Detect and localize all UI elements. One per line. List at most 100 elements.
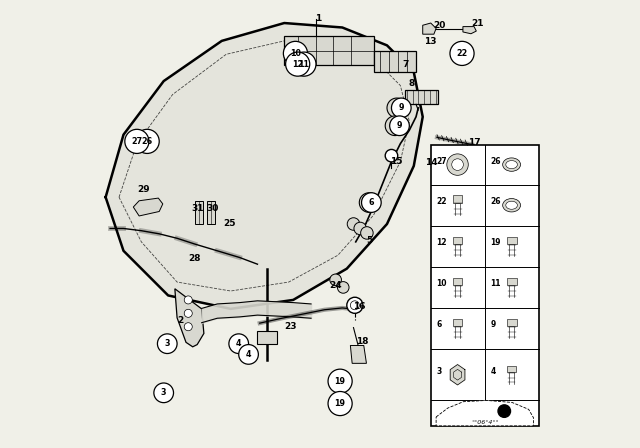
Polygon shape bbox=[133, 198, 163, 216]
Circle shape bbox=[392, 98, 411, 118]
Text: 19: 19 bbox=[335, 377, 346, 386]
FancyBboxPatch shape bbox=[452, 237, 463, 244]
FancyBboxPatch shape bbox=[195, 201, 202, 224]
Text: 24: 24 bbox=[330, 281, 342, 290]
Circle shape bbox=[284, 41, 307, 65]
Text: 29: 29 bbox=[137, 185, 150, 194]
Text: 10: 10 bbox=[290, 49, 301, 58]
Text: 26: 26 bbox=[491, 197, 501, 206]
Circle shape bbox=[157, 334, 177, 353]
Text: 17: 17 bbox=[468, 138, 481, 147]
FancyBboxPatch shape bbox=[452, 195, 463, 202]
Circle shape bbox=[354, 222, 367, 235]
Circle shape bbox=[328, 369, 352, 393]
Text: 6: 6 bbox=[436, 320, 442, 329]
Text: 22: 22 bbox=[456, 49, 468, 58]
Circle shape bbox=[361, 227, 373, 239]
Circle shape bbox=[347, 297, 363, 313]
FancyBboxPatch shape bbox=[257, 331, 277, 344]
Text: 2: 2 bbox=[177, 315, 184, 324]
Text: 20: 20 bbox=[433, 21, 446, 30]
Text: 26: 26 bbox=[141, 137, 153, 146]
Circle shape bbox=[452, 159, 463, 170]
Text: 27: 27 bbox=[131, 137, 143, 146]
Circle shape bbox=[330, 274, 341, 286]
Circle shape bbox=[337, 282, 349, 293]
FancyBboxPatch shape bbox=[284, 36, 374, 65]
Text: 19: 19 bbox=[335, 399, 346, 408]
Text: 8: 8 bbox=[409, 79, 415, 88]
Text: 3: 3 bbox=[164, 339, 170, 348]
FancyBboxPatch shape bbox=[507, 237, 516, 244]
Ellipse shape bbox=[506, 160, 517, 168]
Circle shape bbox=[498, 405, 511, 418]
FancyBboxPatch shape bbox=[507, 319, 516, 326]
Text: 13: 13 bbox=[424, 37, 437, 46]
Circle shape bbox=[292, 52, 316, 76]
Text: 4: 4 bbox=[246, 350, 252, 359]
Circle shape bbox=[184, 296, 192, 304]
Circle shape bbox=[348, 218, 360, 230]
Circle shape bbox=[154, 383, 173, 403]
Circle shape bbox=[125, 129, 149, 153]
Text: 30: 30 bbox=[207, 204, 219, 213]
FancyBboxPatch shape bbox=[507, 278, 516, 285]
FancyBboxPatch shape bbox=[452, 278, 463, 285]
Circle shape bbox=[239, 345, 259, 364]
Ellipse shape bbox=[502, 198, 520, 212]
Polygon shape bbox=[436, 401, 534, 426]
Polygon shape bbox=[350, 345, 367, 363]
FancyBboxPatch shape bbox=[374, 51, 416, 72]
Circle shape bbox=[450, 41, 474, 65]
Text: 16: 16 bbox=[353, 302, 365, 311]
Text: 12: 12 bbox=[436, 238, 447, 247]
Text: 6: 6 bbox=[369, 198, 374, 207]
Text: 4: 4 bbox=[236, 339, 241, 348]
Polygon shape bbox=[106, 23, 423, 309]
Polygon shape bbox=[450, 365, 465, 385]
Text: 25: 25 bbox=[223, 219, 236, 228]
FancyBboxPatch shape bbox=[207, 201, 214, 224]
Text: 11: 11 bbox=[298, 60, 309, 69]
Circle shape bbox=[390, 116, 410, 136]
Text: 19: 19 bbox=[491, 238, 501, 247]
Text: 1: 1 bbox=[315, 14, 321, 23]
Text: 11: 11 bbox=[491, 280, 501, 289]
Polygon shape bbox=[463, 26, 476, 34]
Circle shape bbox=[359, 193, 379, 212]
Circle shape bbox=[135, 129, 159, 153]
Circle shape bbox=[447, 154, 468, 175]
Circle shape bbox=[385, 116, 405, 136]
Text: 31: 31 bbox=[191, 204, 204, 213]
Circle shape bbox=[328, 392, 352, 416]
Circle shape bbox=[229, 334, 248, 353]
Circle shape bbox=[387, 98, 406, 118]
Polygon shape bbox=[423, 23, 436, 34]
Ellipse shape bbox=[502, 158, 520, 171]
Text: 27: 27 bbox=[436, 156, 447, 165]
Circle shape bbox=[285, 52, 310, 76]
Ellipse shape bbox=[506, 201, 517, 209]
Text: 14: 14 bbox=[426, 158, 438, 167]
Text: 26: 26 bbox=[491, 156, 501, 165]
FancyBboxPatch shape bbox=[405, 90, 438, 104]
Text: 28: 28 bbox=[188, 254, 200, 263]
Circle shape bbox=[385, 150, 397, 162]
Circle shape bbox=[184, 309, 192, 317]
Text: 4: 4 bbox=[491, 366, 496, 376]
Text: 3: 3 bbox=[436, 366, 442, 376]
Text: 22: 22 bbox=[436, 197, 447, 206]
Text: 7: 7 bbox=[403, 60, 409, 69]
Text: °°06°4°°: °°06°4°° bbox=[471, 420, 499, 425]
Text: 5: 5 bbox=[366, 237, 372, 246]
FancyBboxPatch shape bbox=[431, 145, 539, 426]
FancyBboxPatch shape bbox=[507, 366, 516, 372]
Text: 23: 23 bbox=[285, 322, 297, 331]
Text: 3: 3 bbox=[161, 388, 166, 397]
Text: 21: 21 bbox=[471, 19, 483, 28]
Circle shape bbox=[350, 301, 359, 310]
Text: 9: 9 bbox=[491, 320, 496, 329]
Text: 9: 9 bbox=[399, 103, 404, 112]
Text: 9: 9 bbox=[397, 121, 403, 130]
Text: 10: 10 bbox=[436, 280, 447, 289]
